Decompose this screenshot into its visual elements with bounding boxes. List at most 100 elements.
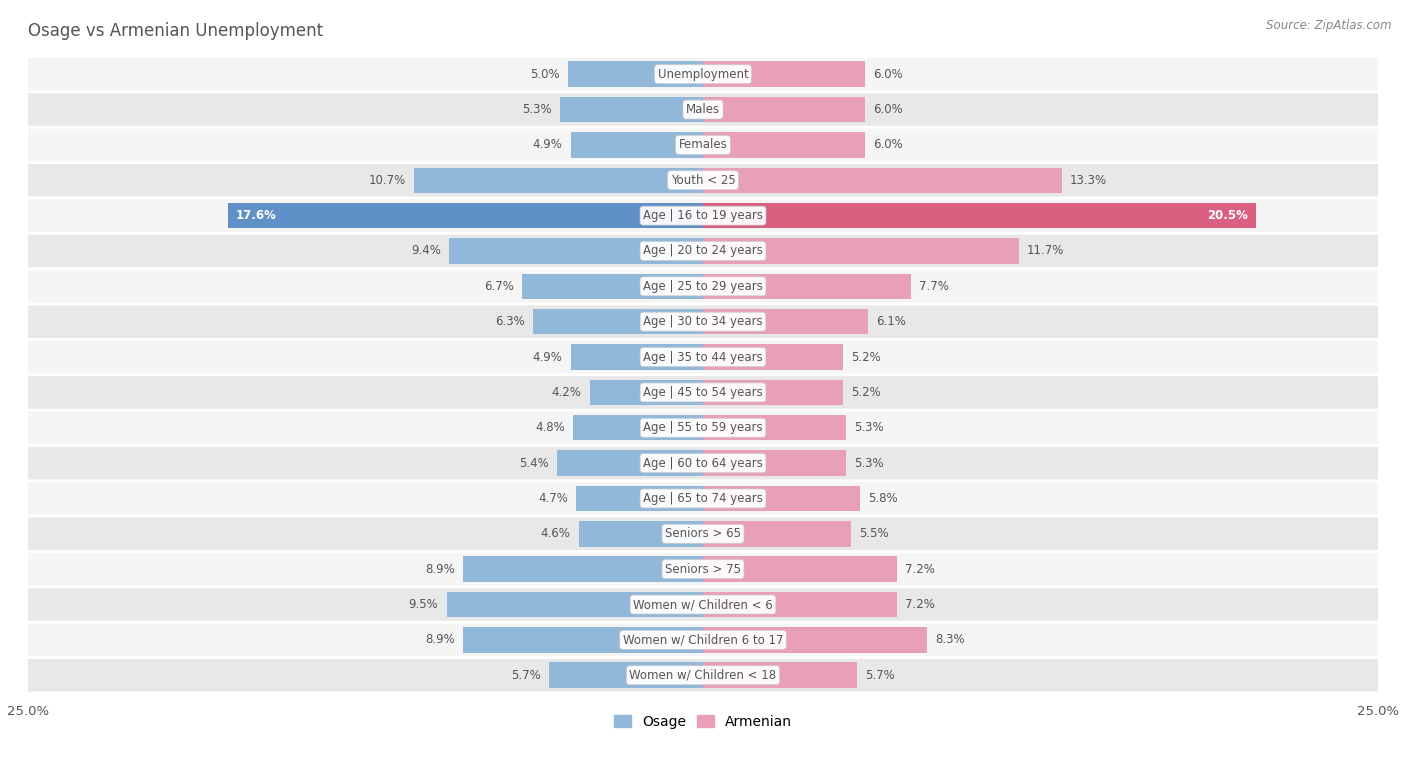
FancyBboxPatch shape [28, 199, 1378, 232]
Text: 20.5%: 20.5% [1208, 209, 1249, 222]
Text: 6.0%: 6.0% [873, 103, 903, 116]
Text: Women w/ Children < 18: Women w/ Children < 18 [630, 668, 776, 682]
FancyBboxPatch shape [28, 553, 1378, 585]
Text: Age | 16 to 19 years: Age | 16 to 19 years [643, 209, 763, 222]
Text: 13.3%: 13.3% [1070, 174, 1108, 187]
Bar [703, 450, 846, 476]
Text: 4.2%: 4.2% [551, 386, 582, 399]
Text: Age | 25 to 29 years: Age | 25 to 29 years [643, 280, 763, 293]
Text: 5.2%: 5.2% [852, 386, 882, 399]
Text: 7.2%: 7.2% [905, 598, 935, 611]
FancyBboxPatch shape [28, 58, 1378, 91]
Text: Age | 30 to 34 years: Age | 30 to 34 years [643, 315, 763, 329]
Bar [703, 556, 897, 582]
Text: 4.9%: 4.9% [533, 139, 562, 151]
Bar [560, 97, 703, 123]
FancyBboxPatch shape [28, 659, 1378, 691]
Text: Age | 45 to 54 years: Age | 45 to 54 years [643, 386, 763, 399]
Text: Age | 55 to 59 years: Age | 55 to 59 years [643, 421, 763, 435]
Bar [703, 273, 911, 299]
Text: 4.9%: 4.9% [533, 350, 562, 363]
FancyBboxPatch shape [28, 447, 1378, 479]
Bar [571, 344, 703, 369]
Text: Youth < 25: Youth < 25 [671, 174, 735, 187]
FancyBboxPatch shape [28, 164, 1378, 197]
Bar [703, 167, 1062, 193]
Bar [703, 238, 1019, 263]
Text: Age | 35 to 44 years: Age | 35 to 44 years [643, 350, 763, 363]
Bar [579, 521, 703, 547]
Bar [703, 662, 856, 688]
Bar [522, 273, 703, 299]
Text: 6.0%: 6.0% [873, 67, 903, 81]
Bar [571, 132, 703, 157]
Text: 5.7%: 5.7% [512, 668, 541, 682]
Text: 7.2%: 7.2% [905, 562, 935, 575]
Text: Seniors > 65: Seniors > 65 [665, 528, 741, 540]
Bar [703, 61, 865, 87]
FancyBboxPatch shape [28, 341, 1378, 373]
FancyBboxPatch shape [28, 624, 1378, 656]
Bar [703, 592, 897, 617]
Bar [703, 132, 865, 157]
Text: Males: Males [686, 103, 720, 116]
FancyBboxPatch shape [28, 518, 1378, 550]
Text: Source: ZipAtlas.com: Source: ZipAtlas.com [1267, 19, 1392, 32]
Text: Age | 60 to 64 years: Age | 60 to 64 years [643, 456, 763, 469]
Bar [450, 238, 703, 263]
Bar [533, 309, 703, 335]
Text: 4.8%: 4.8% [536, 421, 565, 435]
Text: 5.3%: 5.3% [855, 421, 884, 435]
FancyBboxPatch shape [28, 305, 1378, 338]
Bar [703, 344, 844, 369]
Text: 5.3%: 5.3% [522, 103, 551, 116]
Text: Seniors > 75: Seniors > 75 [665, 562, 741, 575]
Bar [568, 61, 703, 87]
FancyBboxPatch shape [28, 129, 1378, 161]
Text: 5.5%: 5.5% [859, 528, 889, 540]
FancyBboxPatch shape [28, 270, 1378, 303]
Bar [703, 97, 865, 123]
Bar [557, 450, 703, 476]
Text: 5.4%: 5.4% [519, 456, 550, 469]
Text: 5.7%: 5.7% [865, 668, 894, 682]
Text: 9.4%: 9.4% [412, 245, 441, 257]
Text: 11.7%: 11.7% [1026, 245, 1064, 257]
Text: 6.0%: 6.0% [873, 139, 903, 151]
Bar [228, 203, 703, 229]
Text: Age | 65 to 74 years: Age | 65 to 74 years [643, 492, 763, 505]
Text: Women w/ Children < 6: Women w/ Children < 6 [633, 598, 773, 611]
Text: 17.6%: 17.6% [236, 209, 277, 222]
Text: 5.2%: 5.2% [852, 350, 882, 363]
Text: Unemployment: Unemployment [658, 67, 748, 81]
Bar [447, 592, 703, 617]
Text: 6.1%: 6.1% [876, 315, 905, 329]
FancyBboxPatch shape [28, 235, 1378, 267]
Text: 8.9%: 8.9% [425, 634, 454, 646]
Bar [703, 203, 1257, 229]
FancyBboxPatch shape [28, 588, 1378, 621]
Text: 7.7%: 7.7% [920, 280, 949, 293]
Bar [703, 415, 846, 441]
Text: Women w/ Children 6 to 17: Women w/ Children 6 to 17 [623, 634, 783, 646]
Text: 10.7%: 10.7% [368, 174, 406, 187]
Text: 4.6%: 4.6% [541, 528, 571, 540]
FancyBboxPatch shape [28, 482, 1378, 515]
Bar [576, 486, 703, 511]
Text: Osage vs Armenian Unemployment: Osage vs Armenian Unemployment [28, 22, 323, 40]
Bar [463, 627, 703, 653]
Text: 8.3%: 8.3% [935, 634, 965, 646]
Text: 5.8%: 5.8% [868, 492, 897, 505]
Text: Age | 20 to 24 years: Age | 20 to 24 years [643, 245, 763, 257]
Bar [703, 486, 859, 511]
Bar [703, 380, 844, 405]
Bar [415, 167, 703, 193]
Bar [574, 415, 703, 441]
Text: 4.7%: 4.7% [538, 492, 568, 505]
Legend: Osage, Armenian: Osage, Armenian [609, 709, 797, 734]
Text: 5.3%: 5.3% [855, 456, 884, 469]
Bar [589, 380, 703, 405]
Text: 6.3%: 6.3% [495, 315, 524, 329]
Text: 6.7%: 6.7% [484, 280, 515, 293]
Text: 5.0%: 5.0% [530, 67, 560, 81]
